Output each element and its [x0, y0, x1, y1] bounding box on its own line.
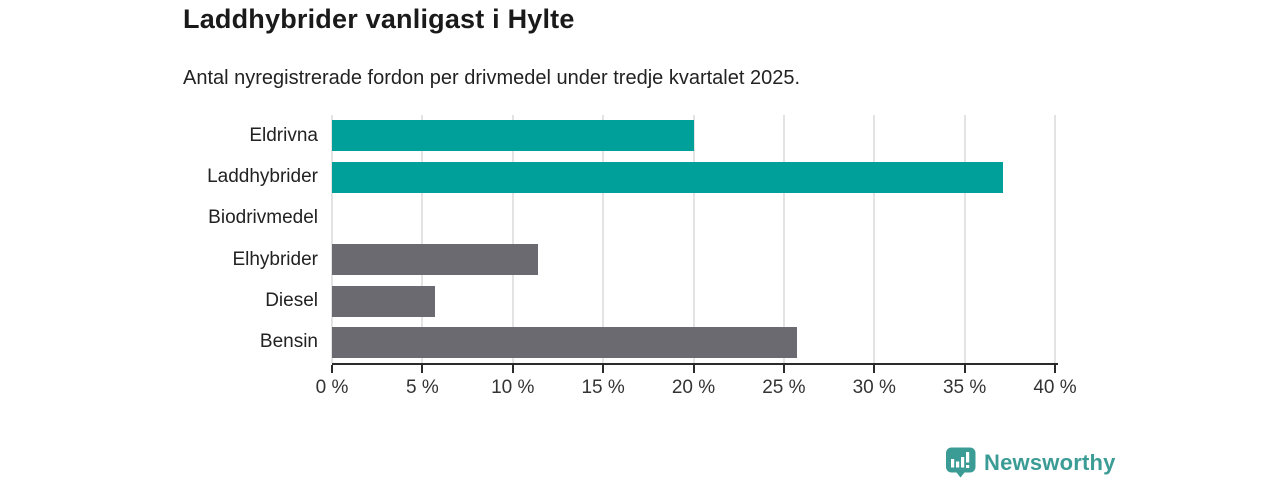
x-tick-mark: [963, 365, 966, 373]
x-tick-mark: [602, 365, 605, 373]
category-label: Biodrivmedel: [208, 207, 318, 229]
gridline: [602, 115, 605, 363]
x-tick-mark: [1054, 365, 1056, 373]
x-tick-mark: [782, 365, 785, 373]
gridline: [782, 115, 785, 363]
x-tick-label: 25 %: [762, 377, 806, 398]
x-tick-mark: [873, 365, 876, 373]
category-label: Eldrivna: [249, 124, 318, 146]
category-labels: Eldrivna Laddhybrider Biodrivmedel Elhybrid…: [0, 115, 318, 363]
newsworthy-wordmark: Newsworthy: [984, 449, 1116, 475]
bar-row: [332, 285, 1055, 317]
plot-area: [331, 115, 1056, 363]
x-tick-mark: [692, 365, 695, 373]
gridline: [692, 115, 695, 363]
bar-row: [332, 203, 1055, 234]
gridline: [873, 115, 876, 363]
category-label: Elhybrider: [232, 248, 318, 270]
x-tick-label: 15 %: [581, 377, 625, 398]
newsworthy-bar-chart-icon: [946, 447, 976, 478]
bar-eldrivna: [332, 120, 694, 152]
gridline: [963, 115, 966, 363]
x-tick-mark: [511, 365, 514, 373]
x-tick-label: 30 %: [852, 377, 896, 398]
x-tick-label: 5 %: [406, 377, 439, 398]
bar-bensin: [332, 326, 797, 358]
chart-title: Laddhybrider vanligast i Hylte: [183, 4, 575, 34]
newsworthy-logo: Newsworthy: [944, 446, 1116, 479]
category-label: Bensin: [259, 331, 318, 353]
x-axis: 0 % 5 % 10 % 15 % 20 % 25 % 30 % 35 % 40 %: [316, 363, 1077, 403]
bar-row: [332, 326, 1055, 358]
bar-diesel: [332, 285, 436, 317]
chart-subtitle: Antal nyregistrerade fordon per drivmede…: [183, 67, 801, 89]
bar-row: [332, 244, 1055, 276]
gridline: [1054, 115, 1056, 363]
bar-laddhybrider: [332, 161, 1003, 193]
x-tick-mark: [331, 365, 333, 373]
x-tick-label: 10 %: [491, 377, 535, 398]
gridline: [511, 115, 514, 363]
bar-row: [332, 161, 1055, 193]
x-tick-mark: [421, 365, 424, 373]
x-tick-label: 0 %: [315, 377, 349, 398]
category-label: Diesel: [265, 289, 318, 311]
bar-elhybrider: [332, 244, 539, 276]
x-tick-label: 40 %: [1033, 377, 1077, 398]
category-label: Laddhybrider: [207, 165, 318, 187]
x-tick-label: 20 %: [671, 377, 716, 398]
x-tick-label: 35 %: [942, 377, 987, 398]
bar-row: [332, 120, 1055, 152]
gridline: [421, 115, 424, 363]
gridline: [331, 115, 333, 363]
